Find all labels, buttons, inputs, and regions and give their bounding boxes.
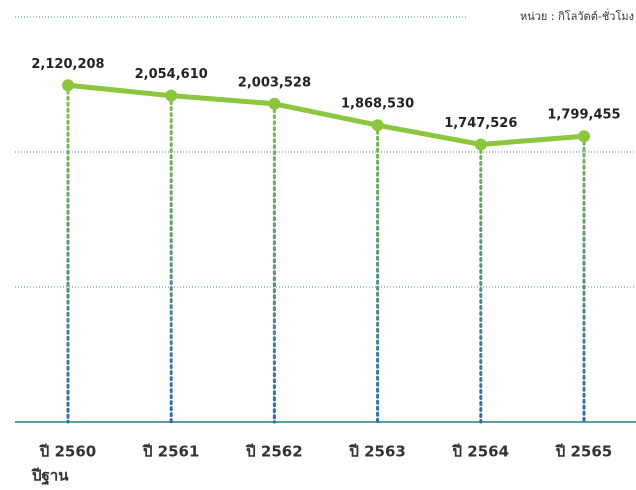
drop-lines	[66, 83, 586, 424]
point	[371, 119, 384, 132]
point	[474, 138, 487, 151]
point	[62, 79, 74, 92]
line	[67, 82, 585, 147]
x-tick-label: ปี 2560	[39, 443, 96, 461]
x-tick-label: ปี 2562	[245, 443, 302, 461]
x-tick-label: ปี 2561	[142, 443, 199, 461]
value-label: 2,003,528	[238, 75, 311, 90]
value-label: 2,120,208	[31, 57, 104, 72]
value-label: 2,054,610	[135, 67, 208, 82]
value-label: 1,799,455	[547, 108, 620, 123]
x-tick-label: ปี 2565	[555, 443, 612, 461]
point	[165, 89, 178, 102]
x-tick-label: ปี 2563	[348, 443, 405, 461]
value-label: 1,747,526	[444, 116, 517, 131]
unit-bg	[466, 8, 636, 26]
point	[268, 97, 281, 110]
point	[578, 130, 590, 143]
value-label: 1,868,530	[341, 97, 414, 112]
unit-label: หน่วย : กิโลวัตต์-ชั่วโมง	[520, 8, 634, 23]
grid	[15, 16, 636, 423]
x-tick-label: ปี 2564	[452, 443, 509, 461]
base-year-label: ปีฐาน	[31, 467, 69, 486]
